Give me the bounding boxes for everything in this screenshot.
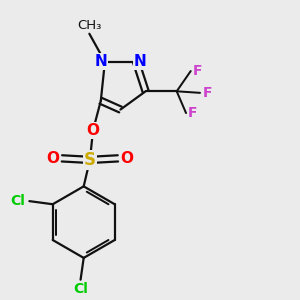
Text: Cl: Cl xyxy=(73,282,88,296)
Text: O: O xyxy=(121,151,134,166)
Text: N: N xyxy=(95,54,108,69)
Text: Cl: Cl xyxy=(10,194,25,208)
Text: F: F xyxy=(193,64,202,78)
Text: F: F xyxy=(188,106,198,120)
Text: N: N xyxy=(133,54,146,69)
Text: S: S xyxy=(84,151,96,169)
Text: CH₃: CH₃ xyxy=(77,20,101,32)
Text: F: F xyxy=(203,86,213,100)
Text: O: O xyxy=(86,123,100,138)
Text: O: O xyxy=(46,151,59,166)
